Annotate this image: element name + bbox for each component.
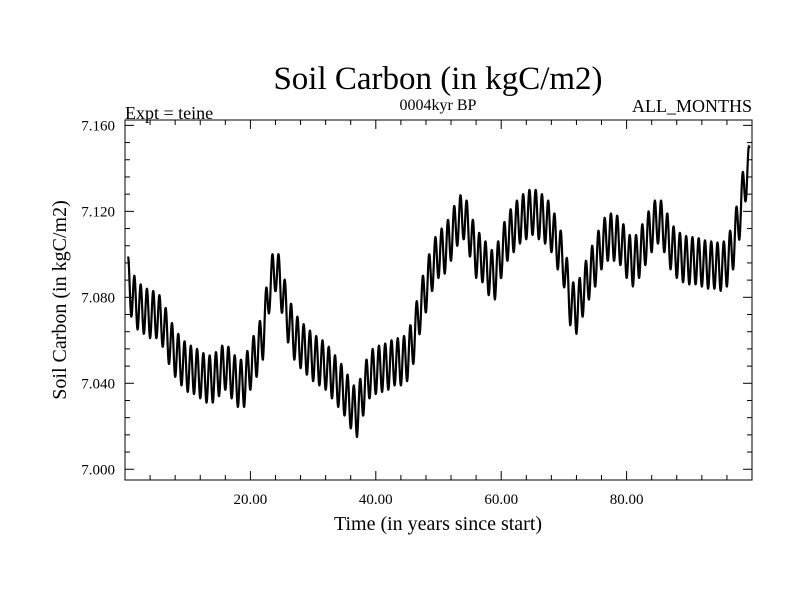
x-tick-labels: 20.00 40.00 60.00 80.00 (234, 492, 644, 508)
y-tick-label: 7.120 (81, 204, 115, 220)
y-tick-labels: 7.000 7.040 7.080 7.120 7.160 (81, 118, 115, 478)
y-tick-label: 7.000 (81, 462, 115, 478)
series-line-soil-carbon (127, 145, 751, 439)
y-axis-label: Soil Carbon (in kgC/m2) (49, 200, 71, 399)
x-tick-label: 60.00 (484, 492, 518, 508)
chart-subtitle: 0004kyr BP (400, 97, 477, 114)
y-tick-label: 7.040 (81, 376, 115, 392)
plot-frame (124, 119, 753, 481)
plot-area: 20.00 40.00 60.00 80.00 7.000 7.040 7.080 7.12… (81, 118, 753, 508)
x-axis-label: Time (in years since start) (334, 513, 542, 535)
months-label: ALL_MONTHS (632, 96, 752, 116)
x-tick-label: 20.00 (234, 492, 268, 508)
chart-title: Soil Carbon (in kgC/m2) (273, 61, 602, 97)
x-tick-label: 80.00 (610, 492, 644, 508)
x-tick-label: 40.00 (359, 492, 393, 508)
y-tick-label: 7.160 (81, 118, 115, 134)
axis-ticks (125, 120, 752, 480)
experiment-label: Expt = teine (125, 103, 213, 123)
y-tick-label: 7.080 (81, 290, 115, 306)
